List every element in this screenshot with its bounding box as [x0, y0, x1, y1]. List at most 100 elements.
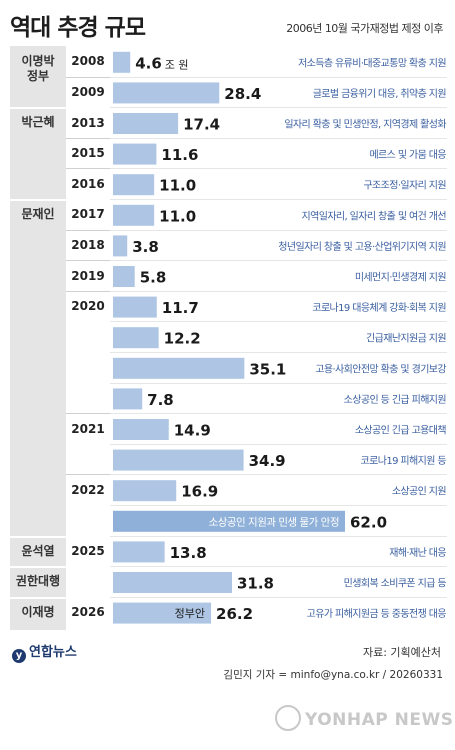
row-separator: [66, 290, 110, 292]
row-separator: [66, 413, 110, 415]
year-label: 2016: [71, 176, 105, 191]
row-divider: [110, 535, 447, 537]
row-divider: [110, 107, 447, 109]
year-label: 2015: [71, 146, 105, 161]
bar: [113, 541, 165, 563]
bar-description: 고용·사회안전망 확충 및 경기보강: [315, 362, 446, 375]
watermark-text: YONHAP NEWS: [305, 710, 454, 730]
row-divider: [110, 505, 447, 506]
government-label: 박근혜: [21, 115, 55, 130]
bar: [113, 82, 220, 104]
bar: [113, 51, 131, 73]
row-divider: [110, 76, 447, 78]
bar-description: 코로나19 피해지원 등: [361, 454, 447, 467]
value-label: 12.2: [164, 330, 201, 348]
bar: [113, 388, 143, 410]
value-label: 35.1: [249, 360, 286, 378]
bar-description: 고유가 피해지원금 등 중동전쟁 대응: [307, 607, 447, 620]
bar-description: 저소득층 유류비·대중교통망 확충 지원: [298, 57, 446, 69]
source-note: 자료: 기획예산처: [362, 646, 441, 659]
government-column: [10, 46, 66, 630]
year-label: 2022: [71, 482, 105, 497]
row-divider: [110, 474, 447, 476]
year-label: 2019: [71, 268, 105, 283]
bar-description: 미세먼지·민생경제 지원: [355, 271, 447, 284]
bar-description: 재해·재난 대응: [389, 546, 446, 559]
value-label: 62.0: [350, 513, 387, 531]
bar-description: 구조조정·일자리 지원: [363, 180, 446, 192]
year-column: [66, 46, 110, 630]
row-divider: [110, 596, 447, 598]
value-label: 14.9: [174, 422, 211, 440]
bar-description: 지역일자리, 일자리 창출 및 여건 개선: [302, 210, 447, 222]
year-label: 2025: [71, 543, 105, 558]
value-label: 16.9: [181, 483, 218, 501]
year-label: 2009: [71, 84, 105, 99]
chart-title: 역대 추경 규모: [10, 15, 146, 41]
government-label: 이명박 정부: [21, 54, 55, 83]
bar: [113, 327, 159, 349]
row-divider: [110, 137, 447, 139]
bar: [113, 449, 244, 471]
row-divider: [110, 260, 447, 262]
value-label: 4.6 조 원: [135, 54, 188, 72]
bar-description: 소상공인 긴급 고용대책: [355, 425, 447, 437]
bar-description: 소상공인 등 긴급 피해지원: [344, 393, 447, 406]
credit-note: 김민지 기자 = minfo@yna.co.kr / 20260331: [223, 669, 443, 681]
value-label: 11.0: [159, 207, 196, 225]
row-divider: [110, 290, 447, 292]
bar-description: 소상공인 지원: [392, 486, 447, 498]
bar: [113, 143, 157, 165]
bar: [113, 296, 157, 318]
chart-subtitle: 2006년 10월 국가재정법 제정 이후: [286, 22, 443, 35]
row-separator: [66, 229, 110, 231]
year-label: 2013: [71, 115, 105, 130]
bar: [113, 419, 169, 440]
government-label: 문재인: [21, 207, 55, 221]
year-label: 2020: [71, 299, 105, 314]
row-separator: [66, 137, 110, 139]
bar: [113, 510, 345, 532]
bar: [113, 602, 212, 624]
row-divider: [110, 566, 447, 568]
year-label: 2018: [71, 237, 105, 252]
value-label: 13.8: [170, 544, 207, 562]
bar-description: 청년일자리 창출 및 고용·산업위기지역 지원: [278, 240, 446, 253]
row-separator: [66, 474, 110, 476]
bar: [113, 572, 232, 593]
value-unit: 조 원: [165, 58, 189, 71]
government-label: 이재명: [21, 604, 55, 619]
value-label: 7.8: [147, 391, 174, 409]
row-divider: [110, 413, 447, 415]
government-divider: [10, 199, 110, 201]
row-separator: [66, 76, 110, 78]
value-label: 11.0: [159, 177, 196, 195]
row-divider: [110, 352, 447, 353]
logo-text: 연합뉴스: [29, 645, 77, 660]
row-divider: [110, 443, 447, 445]
bar-description: 긴급재난지원금 지원: [366, 333, 446, 345]
bar: [113, 357, 245, 379]
row-separator: [66, 260, 110, 262]
value-label: 3.8: [132, 238, 159, 256]
government-divider: [10, 535, 110, 538]
year-label: 2017: [71, 207, 105, 222]
value-label: 5.8: [140, 269, 167, 287]
bar: [113, 174, 155, 196]
bar-tag: 정부안: [175, 607, 205, 620]
watermark-icon: [275, 705, 301, 731]
year-label: 2021: [71, 421, 105, 436]
government-divider: [10, 107, 110, 110]
government-label: 권한대행: [15, 574, 61, 589]
row-divider: [110, 382, 447, 384]
bar-description: 일자리 확충 및 민생안정, 지역경제 활성화: [284, 118, 446, 131]
bar-chart: 4.6 조 원 저소득층 유류비·대중교통망 확충 지원 28.4 글로벌 금융위기 대…: [113, 51, 447, 624]
value-label: 28.4: [224, 85, 261, 103]
value-label: 31.8: [237, 575, 274, 593]
bar: [113, 480, 177, 502]
year-label: 2026: [71, 605, 105, 620]
value-label: 17.4: [183, 116, 220, 134]
yonhap-logo: y 연합뉴스: [12, 641, 77, 663]
value-label: 34.9: [249, 452, 286, 470]
row-divider: [110, 321, 447, 323]
